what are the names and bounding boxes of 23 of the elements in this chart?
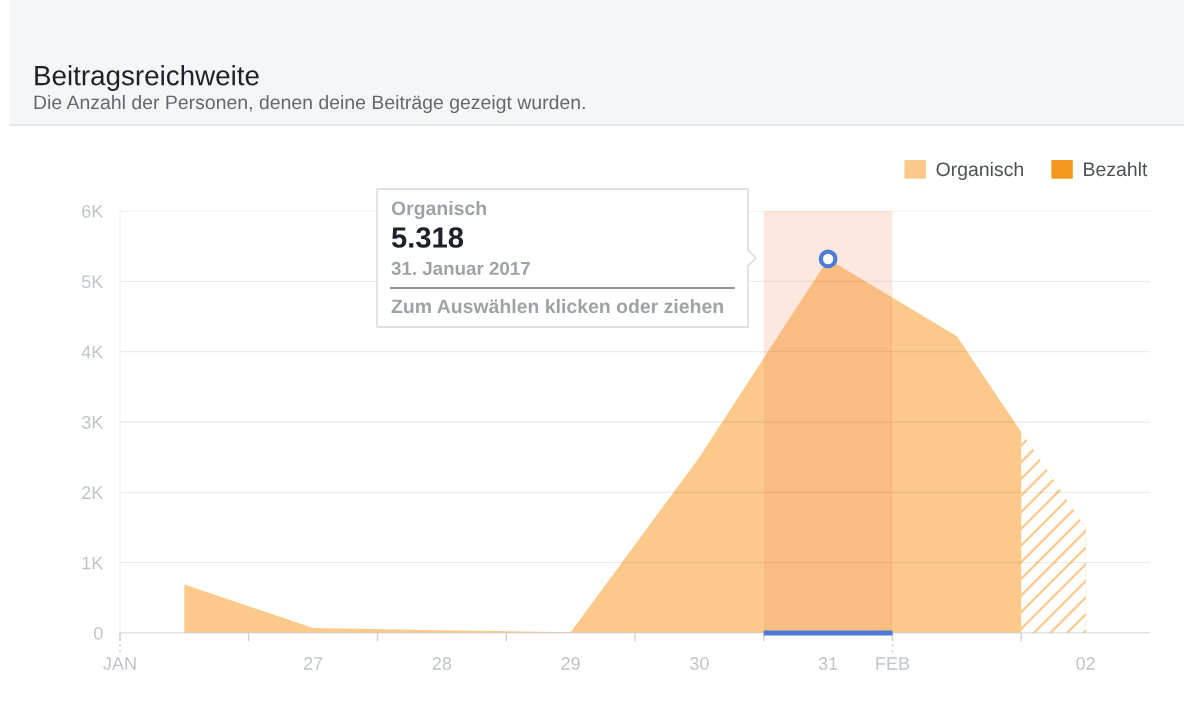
y-tick-label: 0 (94, 626, 103, 640)
legend-label: Organisch (936, 161, 1023, 181)
x-tick-label: FEB (876, 657, 910, 670)
x-tick-label: JAN (103, 657, 136, 670)
y-tick-label: 4K (81, 345, 104, 359)
chart-subtitle: Die Anzahl der Personen, denen deine Beiträge gezeigt wurden. (34, 94, 585, 114)
y-tick-label: 1K (82, 556, 104, 570)
x-tick-label: 31 (818, 657, 838, 670)
y-tick-label: 2K (82, 486, 104, 499)
annotation: 31. Januar 2017 (391, 261, 530, 276)
annotation: 5.318 (391, 227, 464, 248)
annotation: Zum Auswählen klicken oder ziehen (391, 298, 723, 314)
x-tick-label: 29 (561, 657, 580, 670)
x-tick-label: 02 (1076, 657, 1095, 670)
x-tick-label: 27 (303, 657, 323, 670)
x-tick-label: 30 (690, 657, 709, 670)
x-tick-label: 28 (432, 657, 452, 670)
y-tick-label: 6K (82, 204, 104, 218)
y-tick-label: 5K (81, 275, 104, 289)
y-tick-label: 3K (81, 415, 104, 429)
annotation: Organisch (391, 200, 486, 220)
chart-title: Beitragsreichweite (35, 65, 259, 91)
legend-label: Bezahlt (1084, 161, 1148, 177)
